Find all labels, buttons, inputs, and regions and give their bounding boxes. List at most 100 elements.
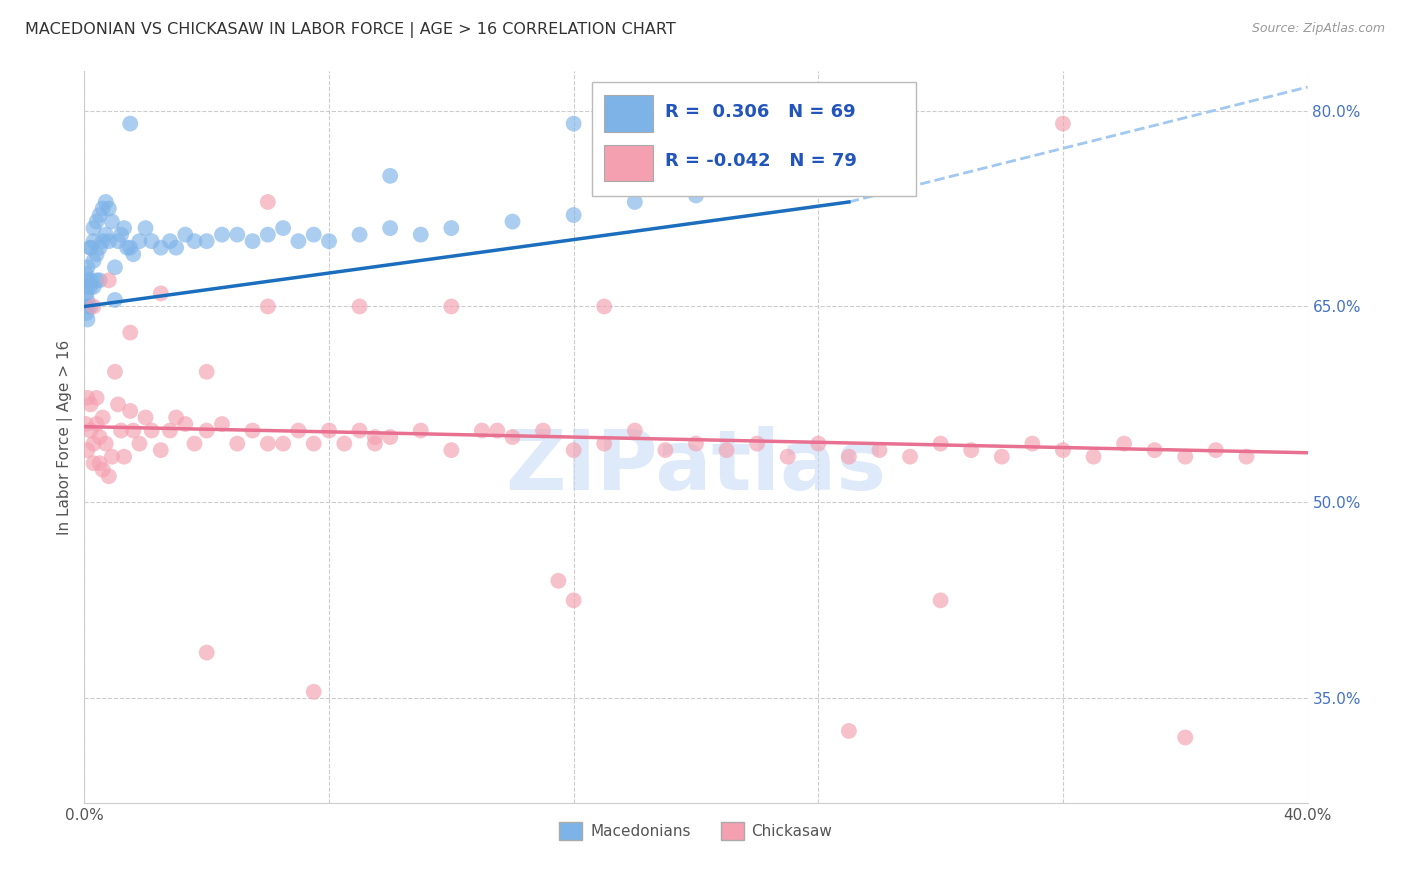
FancyBboxPatch shape <box>592 82 917 195</box>
Point <box>364 436 387 450</box>
Point <box>76 300 98 314</box>
Point <box>898 450 921 464</box>
Point <box>302 436 325 450</box>
Point <box>547 574 569 588</box>
Point <box>776 169 799 183</box>
Point <box>562 593 585 607</box>
Point <box>1236 450 1258 464</box>
Point <box>79 241 101 255</box>
Point <box>112 221 135 235</box>
Point <box>97 469 120 483</box>
Point <box>593 300 616 314</box>
Point <box>91 202 114 216</box>
Point <box>838 450 860 464</box>
FancyBboxPatch shape <box>605 145 654 181</box>
Point <box>257 436 280 450</box>
Point <box>195 424 218 438</box>
Text: R =  0.306   N = 69: R = 0.306 N = 69 <box>665 103 856 120</box>
Point <box>104 293 127 307</box>
Point <box>654 443 676 458</box>
Point <box>83 253 105 268</box>
Point <box>349 300 371 314</box>
Point <box>183 234 205 248</box>
Point <box>86 391 108 405</box>
Point <box>929 593 952 607</box>
Point <box>120 326 142 340</box>
Point <box>91 234 114 248</box>
Point <box>409 227 432 242</box>
Point <box>128 234 150 248</box>
Point <box>76 391 98 405</box>
Point <box>364 430 387 444</box>
Point <box>1143 443 1166 458</box>
Point <box>149 286 172 301</box>
Point <box>685 436 707 450</box>
Point <box>380 169 402 183</box>
Point <box>593 436 616 450</box>
Point <box>502 214 524 228</box>
Point <box>318 234 340 248</box>
Point <box>79 280 101 294</box>
Text: Source: ZipAtlas.com: Source: ZipAtlas.com <box>1251 22 1385 36</box>
Point <box>747 436 769 450</box>
Point <box>79 424 101 438</box>
Point <box>79 241 101 255</box>
Point <box>76 443 98 458</box>
Point <box>486 424 509 438</box>
Point <box>1174 731 1197 745</box>
Point <box>257 300 280 314</box>
Point <box>440 443 463 458</box>
Point <box>76 260 98 275</box>
Point <box>562 117 585 131</box>
Point <box>120 404 142 418</box>
Point <box>624 424 647 438</box>
Point <box>159 424 181 438</box>
Point <box>91 463 114 477</box>
Point <box>76 306 98 320</box>
Point <box>159 234 181 248</box>
Point <box>1021 436 1043 450</box>
Point <box>960 443 983 458</box>
Point <box>141 234 163 248</box>
Point <box>89 241 111 255</box>
Point <box>75 417 97 431</box>
Point <box>271 436 294 450</box>
Y-axis label: In Labor Force | Age > 16: In Labor Force | Age > 16 <box>58 340 73 534</box>
Point <box>76 280 98 294</box>
Point <box>120 117 142 131</box>
Point <box>122 247 145 261</box>
Point <box>79 397 101 411</box>
Point <box>83 436 105 450</box>
Point <box>76 293 98 307</box>
Point <box>183 436 205 450</box>
Point <box>107 234 129 248</box>
Point <box>86 273 108 287</box>
Point <box>531 424 554 438</box>
Point <box>89 208 111 222</box>
Point <box>107 397 129 411</box>
Point <box>149 443 172 458</box>
Point <box>101 214 124 228</box>
Point <box>110 227 132 242</box>
Text: R = -0.042   N = 79: R = -0.042 N = 79 <box>665 153 858 170</box>
Point <box>101 450 124 464</box>
Point <box>838 155 860 169</box>
Point <box>1052 117 1074 131</box>
Point <box>380 430 402 444</box>
Point <box>89 456 111 470</box>
Point <box>409 424 432 438</box>
Point <box>104 260 127 275</box>
Point <box>104 365 127 379</box>
Point <box>112 450 135 464</box>
Point <box>838 723 860 738</box>
Point <box>141 424 163 438</box>
Point <box>128 436 150 450</box>
Point <box>562 443 585 458</box>
Point <box>94 227 117 242</box>
Point <box>716 443 738 458</box>
Point <box>75 267 97 281</box>
Point <box>76 273 98 287</box>
Point <box>869 443 891 458</box>
Point <box>716 182 738 196</box>
Point <box>776 450 799 464</box>
